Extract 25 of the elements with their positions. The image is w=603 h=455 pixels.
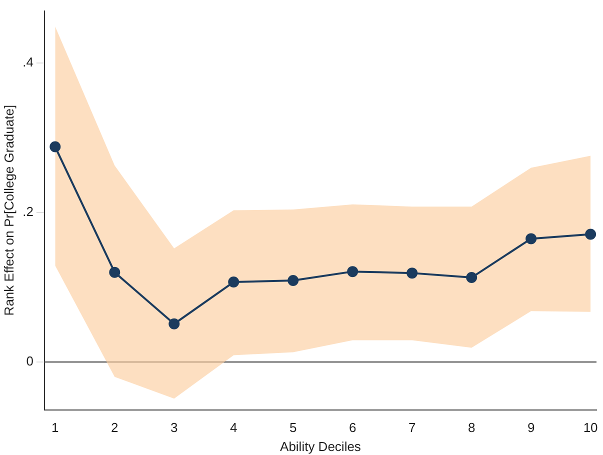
y-tick-label: 0 (26, 354, 34, 369)
point (109, 266, 120, 278)
x-tick-label: 10 (583, 420, 598, 436)
x-tick-label: 7 (408, 420, 416, 436)
y-tick-label: .4 (22, 54, 34, 70)
x-tick-label: 1 (52, 420, 59, 436)
y-axis-title: Rank Effect on Pr[College Graduate] (1, 104, 16, 316)
point (466, 272, 478, 284)
x-tick-label: 2 (111, 420, 118, 436)
x-tick-label: 5 (289, 420, 297, 436)
point (585, 228, 596, 240)
x-tick-label: 9 (527, 420, 535, 436)
point (347, 266, 358, 278)
x-tick-label: 6 (348, 420, 356, 436)
point (50, 141, 61, 152)
x-tick-label: 4 (230, 420, 238, 436)
x-axis-title: Ability Deciles (280, 438, 362, 454)
point (406, 268, 418, 279)
point (228, 276, 240, 288)
x-tick-label: 8 (468, 420, 476, 436)
point (526, 233, 537, 244)
point (288, 275, 299, 286)
point (168, 318, 180, 330)
y-tick-label: .2 (22, 204, 34, 220)
x-tick-label: 3 (170, 420, 178, 436)
